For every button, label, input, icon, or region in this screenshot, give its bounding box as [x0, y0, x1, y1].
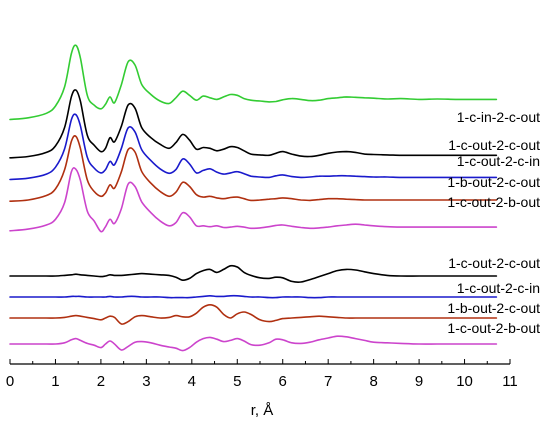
x-tick-label-7: 7 — [324, 373, 332, 390]
upper-curve-1-c-out-2-c-in — [9, 113, 498, 181]
upper-label-1-c-out-2-c-in: 1-c-out-2-c-in — [457, 153, 540, 169]
upper-curve-1-c-in-2-c-out — [9, 44, 498, 121]
upper-label-1-b-out-2-c-out: 1-b-out-2-c-out — [447, 174, 540, 190]
lower-label-1-b-out-2-c-out: 1-b-out-2-c-out — [447, 300, 540, 316]
upper-panel-curves — [9, 44, 498, 233]
x-axis: 0 1 2 3 4 5 6 7 8 9 10 11 r, Å — [6, 359, 518, 419]
x-tick-label-2: 2 — [97, 373, 105, 390]
lower-curve-1-c-out-2-b-out — [9, 335, 498, 352]
lower-curve-1-b-out-2-c-out — [9, 304, 498, 325]
upper-label-1-c-out-2-b-out: 1-c-out-2-b-out — [447, 194, 540, 210]
x-tick-label-11: 11 — [502, 373, 518, 390]
x-tick-label-8: 8 — [369, 373, 377, 390]
upper-label-1-c-in-2-c-out: 1-c-in-2-c-out — [457, 109, 540, 125]
x-ticks: 0 1 2 3 4 5 6 7 8 9 10 11 — [6, 359, 518, 390]
upper-curve-1-c-out-2-c-out — [9, 89, 498, 159]
upper-curve-1-b-out-2-c-out — [9, 135, 498, 202]
x-axis-title: r, Å — [251, 402, 274, 419]
x-tick-label-0: 0 — [6, 373, 14, 390]
lower-label-1-c-out-2-c-out: 1-c-out-2-c-out — [448, 255, 540, 271]
x-tick-label-9: 9 — [415, 373, 423, 390]
series-labels: 1-c-in-2-c-out1-c-out-2-c-out1-c-out-2-c… — [447, 109, 540, 336]
lower-curve-1-c-out-2-c-out — [9, 264, 498, 283]
lower-curve-1-c-out-2-c-in — [9, 294, 498, 299]
lower-label-1-c-out-2-b-out: 1-c-out-2-b-out — [447, 320, 540, 336]
upper-label-1-c-out-2-c-out: 1-c-out-2-c-out — [448, 137, 540, 153]
x-tick-label-6: 6 — [279, 373, 287, 390]
x-tick-label-1: 1 — [51, 373, 59, 390]
x-tick-label-10: 10 — [456, 373, 473, 390]
upper-curve-1-c-out-2-b-out — [9, 167, 498, 233]
lower-panel-curves — [9, 264, 498, 352]
x-tick-label-3: 3 — [142, 373, 150, 390]
x-tick-label-5: 5 — [233, 373, 241, 390]
x-tick-label-4: 4 — [188, 373, 196, 390]
lower-label-1-c-out-2-c-in: 1-c-out-2-c-in — [457, 280, 540, 296]
